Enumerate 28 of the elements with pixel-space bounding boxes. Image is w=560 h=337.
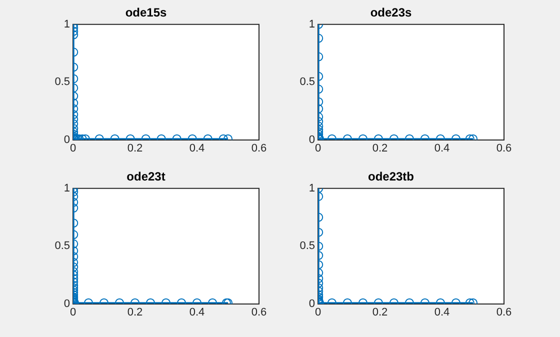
y-tick-label: 0.5 bbox=[300, 76, 315, 88]
y-tick-label: 0 bbox=[308, 134, 315, 146]
x-tick-label: 0.2 bbox=[372, 306, 388, 319]
chart-title: ode23tb bbox=[368, 170, 414, 184]
y-tick-label: 0.5 bbox=[54, 240, 70, 252]
y-tick-label: 1 bbox=[64, 182, 70, 194]
y-tick-label: 0.5 bbox=[54, 76, 70, 88]
chart-title: ode23s bbox=[370, 6, 412, 20]
x-tick-label: 0.6 bbox=[251, 306, 267, 319]
y-tick-label: 0 bbox=[64, 298, 70, 310]
y-tick-label: 0.5 bbox=[300, 240, 315, 252]
y-tick-label: 1 bbox=[308, 182, 315, 194]
x-tick-label: 0.6 bbox=[251, 142, 267, 155]
y-tick-label: 0 bbox=[64, 134, 70, 146]
y-tick-label: 0 bbox=[308, 298, 315, 310]
chart-title: ode15s bbox=[125, 6, 167, 20]
x-tick-label: 0.4 bbox=[189, 306, 205, 319]
x-tick-label: 0.4 bbox=[434, 306, 450, 319]
x-tick-label: 0.6 bbox=[496, 142, 512, 155]
y-tick-label: 1 bbox=[308, 18, 315, 30]
x-tick-label: 0.2 bbox=[372, 142, 388, 155]
x-tick-label: 0.4 bbox=[189, 142, 205, 155]
x-tick-label: 0.6 bbox=[496, 306, 512, 319]
x-tick-label: 0.2 bbox=[127, 306, 143, 319]
x-tick-label: 0.4 bbox=[434, 142, 450, 155]
y-tick-label: 1 bbox=[64, 18, 70, 30]
x-tick-label: 0.2 bbox=[127, 142, 143, 155]
chart-title: ode23t bbox=[126, 170, 166, 184]
